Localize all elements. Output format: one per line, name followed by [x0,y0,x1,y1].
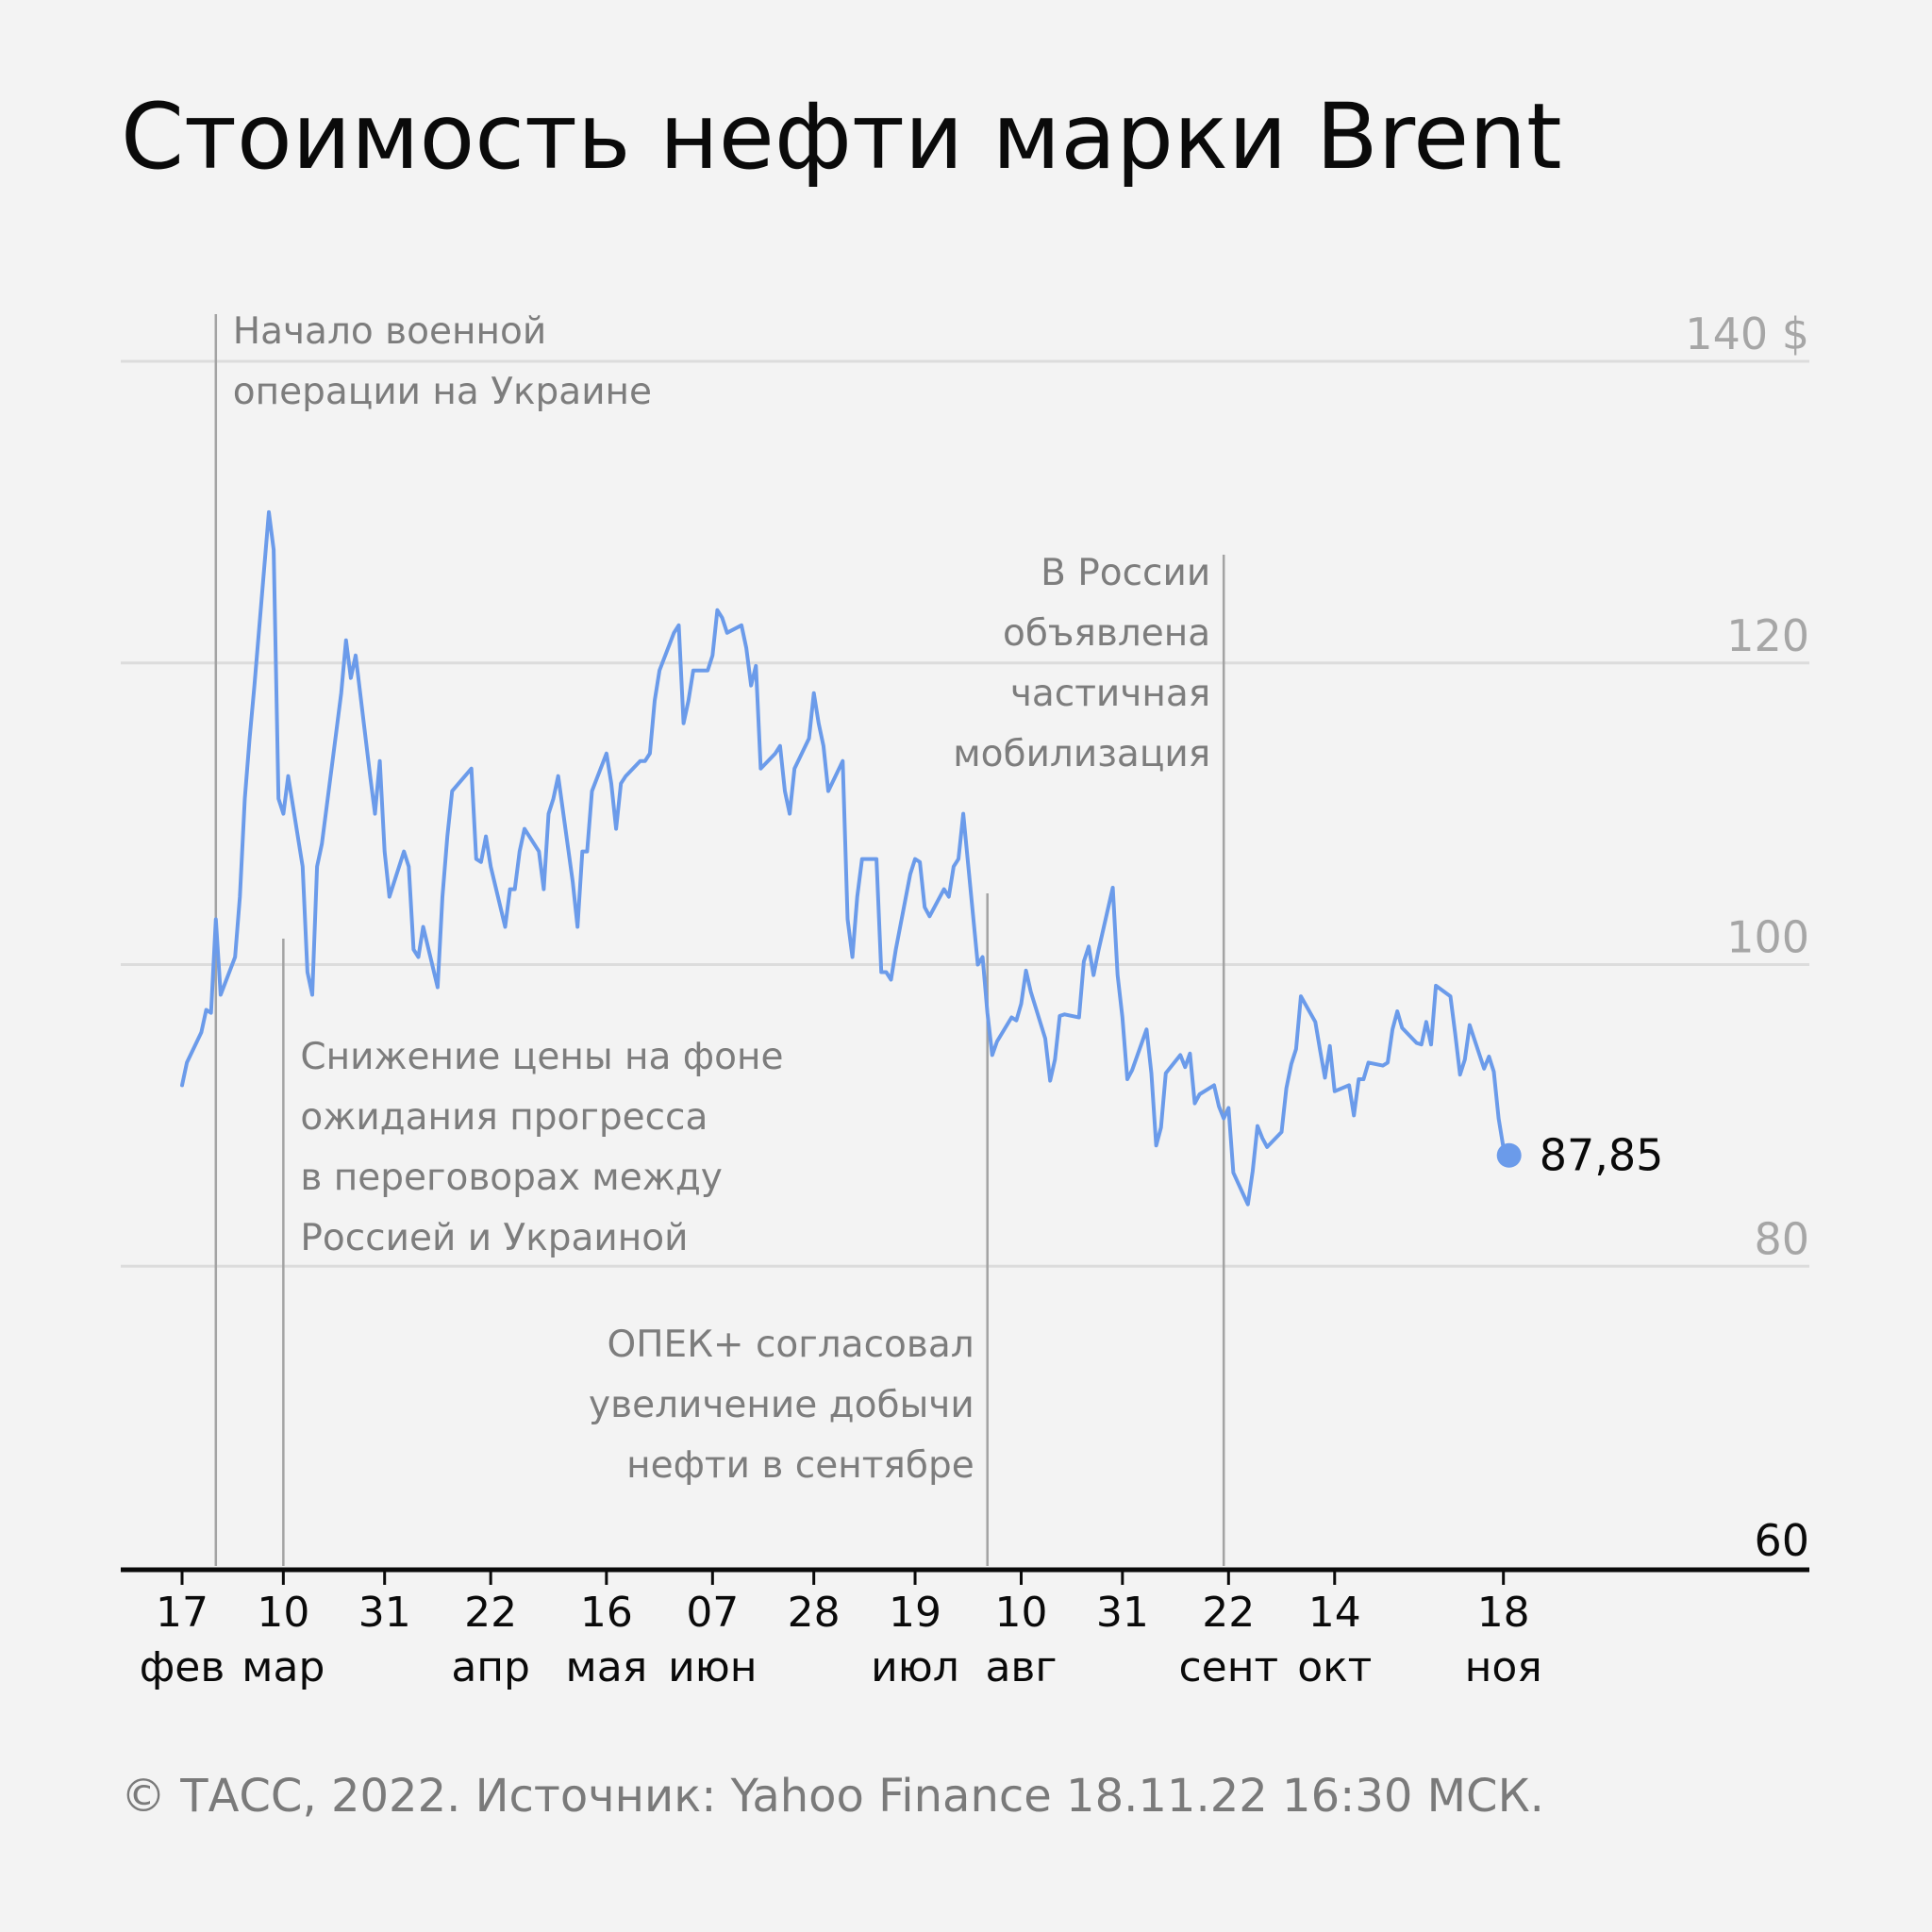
annotation-text: Снижение цены на фоне [300,1036,783,1078]
x-tick-day: 31 [358,1589,411,1637]
x-tick-day: 18 [1477,1589,1530,1637]
annotation-texts: Начало военной операции на Украине Снижени… [233,310,1210,1487]
x-tick-day: 14 [1308,1589,1361,1637]
annotation-text: мобилизация [953,733,1210,775]
y-tick-label: 60 [1754,1515,1809,1566]
y-tick-label: 100 [1726,912,1809,963]
y-tick-label: 120 [1726,610,1809,661]
annotation-text: В России [1041,552,1210,594]
x-tick-month: фев [140,1643,225,1691]
x-tick-day: 19 [889,1589,941,1637]
y-tick-label: 80 [1754,1213,1809,1264]
annotation-text: операции на Украине [233,371,652,413]
last-value-marker [1496,1142,1522,1168]
x-tick-day: 31 [1096,1589,1149,1637]
annotation-text: ожидания прогресса [300,1096,708,1139]
chart-title: Стоимость нефти марки Brent [121,84,1562,190]
x-tick-day: 10 [257,1589,309,1637]
chart-source: © ТАСС, 2022. Источник: Yahoo Finance 18… [121,1770,1544,1823]
x-tick-month: мар [242,1643,325,1691]
x-tick-month: июн [668,1643,757,1691]
annotation-text: ОПЕК+ согласовал [608,1324,974,1366]
annotation-text: Россией и Украиной [300,1217,688,1259]
annotation-text: частичная [1010,673,1210,715]
x-tick-day: 22 [464,1589,517,1637]
x-tick-day: 16 [580,1589,633,1637]
annotation-lines [214,314,1225,1566]
annotation-text: объявлена [1003,612,1210,655]
annotation-text: увеличение добычи [589,1384,974,1426]
annotation-text: в переговорах между [300,1157,723,1199]
x-tick-month: окт [1297,1643,1372,1691]
x-tick-month: сент [1178,1643,1278,1691]
grid-layer: 140 $ 120 100 80 60 [121,308,1809,1566]
annotation-text: нефти в сентябре [626,1444,974,1487]
y-tick-label: 140 $ [1685,308,1809,359]
x-tick-month: авг [985,1643,1057,1691]
x-tick-day: 17 [156,1589,208,1637]
x-tick-month: апр [451,1643,530,1691]
x-tick-day: 28 [788,1589,841,1637]
x-axis: 17 фев 10 мар 31 22 апр 16 мая 07 июн 28 19 июл 10 авг 3… [121,1567,1809,1691]
price-series-line [180,509,1506,1207]
x-tick-month: ноя [1465,1643,1542,1691]
x-tick-day: 10 [994,1589,1047,1637]
x-tick-day: 07 [686,1589,739,1637]
series-layer: 87,85 [180,509,1664,1207]
x-tick-month: июл [871,1643,959,1691]
annotation-text: Начало военной [233,310,546,353]
last-value-label: 87,85 [1540,1130,1664,1181]
x-tick-day: 22 [1202,1589,1255,1637]
x-tick-month: мая [566,1643,648,1691]
